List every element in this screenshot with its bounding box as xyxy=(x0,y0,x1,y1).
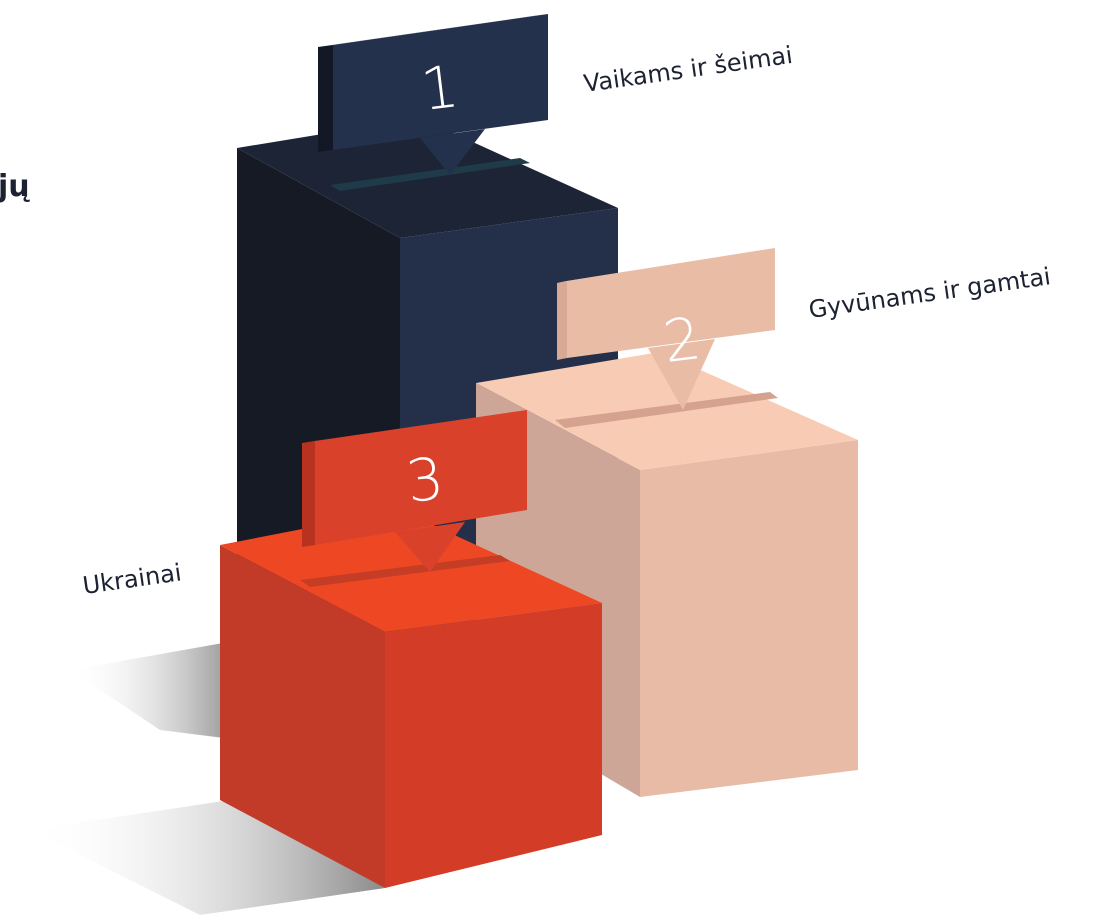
label-2: Gyvūnams ir gamtai xyxy=(807,262,1052,324)
flag-3 xyxy=(302,410,527,572)
label-3: Ukrainai xyxy=(81,558,183,600)
shadow xyxy=(70,640,240,740)
heading-fragment: jų xyxy=(0,169,30,204)
rank-3: 3 xyxy=(403,444,448,516)
flag-1 xyxy=(318,14,548,175)
rank-2: 2 xyxy=(660,304,705,376)
shadow xyxy=(30,800,385,915)
rank-1: 1 xyxy=(417,52,462,124)
label-1: Vaikams ir šeimai xyxy=(582,41,794,98)
flag-2 xyxy=(557,248,775,410)
